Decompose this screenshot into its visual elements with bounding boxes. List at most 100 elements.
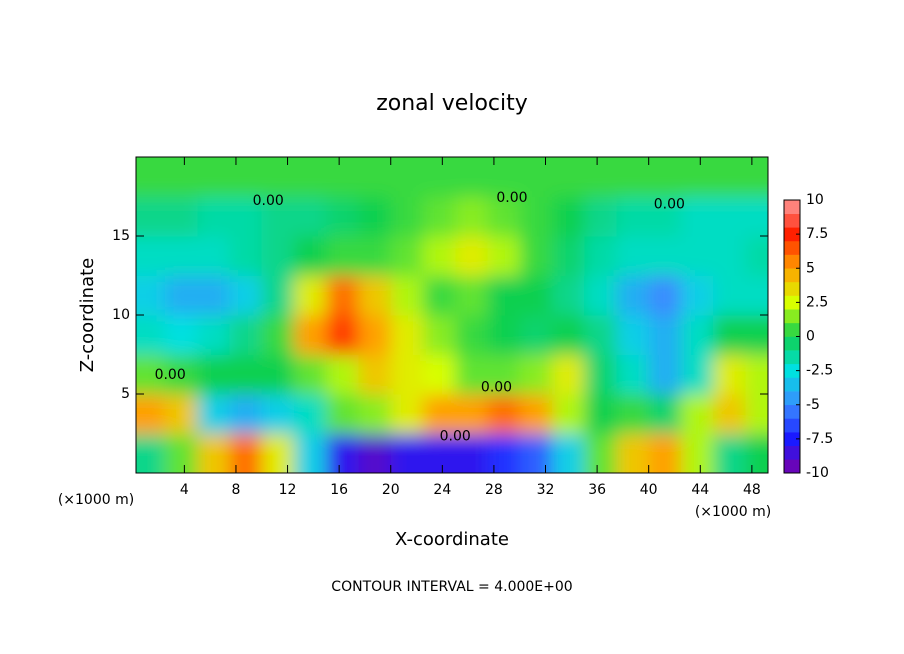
colorbar-band bbox=[784, 336, 800, 351]
cell bbox=[680, 236, 714, 276]
contour-label: 0.00 bbox=[654, 196, 685, 212]
cell bbox=[197, 315, 231, 355]
cell bbox=[616, 275, 650, 316]
cell bbox=[165, 394, 198, 434]
cell bbox=[422, 275, 456, 316]
colorbar-band bbox=[784, 377, 800, 392]
colorbar-tick-label: 10 bbox=[806, 192, 824, 208]
contour-label: 0.00 bbox=[440, 429, 471, 445]
cell bbox=[648, 157, 682, 197]
cell bbox=[358, 315, 392, 355]
contour-label: 0.00 bbox=[496, 190, 527, 206]
cell bbox=[519, 275, 553, 316]
x-tick-label: 12 bbox=[279, 482, 297, 498]
colorbar-band bbox=[784, 268, 800, 283]
cell bbox=[294, 236, 327, 276]
colorbar-band bbox=[784, 391, 800, 406]
cell bbox=[326, 354, 359, 395]
x-unit: (×1000 m) bbox=[695, 504, 771, 520]
footnote: CONTOUR INTERVAL = 4.000E+00 bbox=[331, 579, 572, 595]
x-tick-label: 48 bbox=[743, 482, 761, 498]
cell bbox=[551, 236, 585, 276]
cell bbox=[326, 433, 359, 473]
cell bbox=[136, 157, 166, 197]
colorbar-band bbox=[784, 418, 800, 433]
colorbar-tick-label: 5 bbox=[806, 260, 815, 276]
cell bbox=[487, 354, 521, 395]
colorbar-tick-label: -2.5 bbox=[806, 363, 833, 379]
cell bbox=[294, 157, 327, 197]
cell bbox=[680, 275, 714, 316]
cell bbox=[261, 275, 295, 316]
cell bbox=[680, 315, 714, 355]
cell bbox=[519, 315, 553, 355]
cell bbox=[358, 433, 392, 473]
cell bbox=[197, 275, 231, 316]
cell bbox=[551, 196, 585, 237]
cell bbox=[713, 315, 746, 355]
cell bbox=[648, 315, 682, 355]
cell bbox=[422, 394, 456, 434]
cell bbox=[616, 236, 650, 276]
cell bbox=[551, 275, 585, 316]
colorbar-band bbox=[784, 459, 800, 474]
cell bbox=[648, 394, 682, 434]
cell bbox=[197, 157, 231, 197]
cell bbox=[551, 157, 585, 197]
cell bbox=[261, 315, 295, 355]
cell bbox=[358, 236, 392, 276]
cell bbox=[551, 433, 585, 473]
cell bbox=[326, 394, 359, 434]
cell bbox=[136, 315, 166, 355]
colorbar-band bbox=[784, 350, 800, 365]
chart-title: zonal velocity bbox=[376, 91, 528, 116]
cell bbox=[519, 354, 553, 395]
cell bbox=[197, 433, 231, 473]
cell bbox=[422, 315, 456, 355]
cell bbox=[197, 196, 231, 237]
cell bbox=[519, 157, 553, 197]
cell bbox=[616, 433, 650, 473]
x-tick-label: 8 bbox=[231, 482, 240, 498]
cell bbox=[455, 354, 488, 395]
colorbar-tick-label: 7.5 bbox=[806, 226, 828, 242]
cell bbox=[390, 354, 424, 395]
cell bbox=[390, 394, 424, 434]
cell bbox=[551, 315, 585, 355]
cell bbox=[616, 315, 650, 355]
cell bbox=[584, 394, 617, 434]
cell bbox=[487, 236, 521, 276]
cell bbox=[229, 433, 263, 473]
colorbar-band bbox=[784, 363, 800, 378]
cell bbox=[745, 354, 768, 395]
cell bbox=[197, 394, 231, 434]
cell bbox=[648, 275, 682, 316]
cell bbox=[584, 157, 617, 197]
cell bbox=[136, 236, 166, 276]
colorbar-band bbox=[784, 309, 800, 324]
x-tick-label: 24 bbox=[433, 482, 451, 498]
cell bbox=[422, 236, 456, 276]
cell bbox=[358, 196, 392, 237]
cell bbox=[519, 433, 553, 473]
cell bbox=[261, 157, 295, 197]
contour-label: 0.00 bbox=[481, 380, 512, 396]
colorbar-tick-label: -5 bbox=[806, 397, 820, 413]
colorbar-band bbox=[784, 200, 800, 214]
cell bbox=[551, 394, 585, 434]
cell bbox=[455, 315, 488, 355]
cell bbox=[455, 433, 488, 473]
cell bbox=[519, 236, 553, 276]
cell bbox=[455, 236, 488, 276]
y-tick-label: 10 bbox=[112, 307, 130, 323]
colorbar-tick-label: -7.5 bbox=[806, 431, 833, 447]
cell bbox=[584, 196, 617, 237]
cell bbox=[136, 433, 166, 473]
cell bbox=[261, 354, 295, 395]
colorbar-band bbox=[784, 281, 800, 296]
x-tick-label: 36 bbox=[588, 482, 606, 498]
cell bbox=[229, 236, 263, 276]
colorbar-band bbox=[784, 404, 800, 419]
colorbar-band bbox=[784, 213, 800, 228]
